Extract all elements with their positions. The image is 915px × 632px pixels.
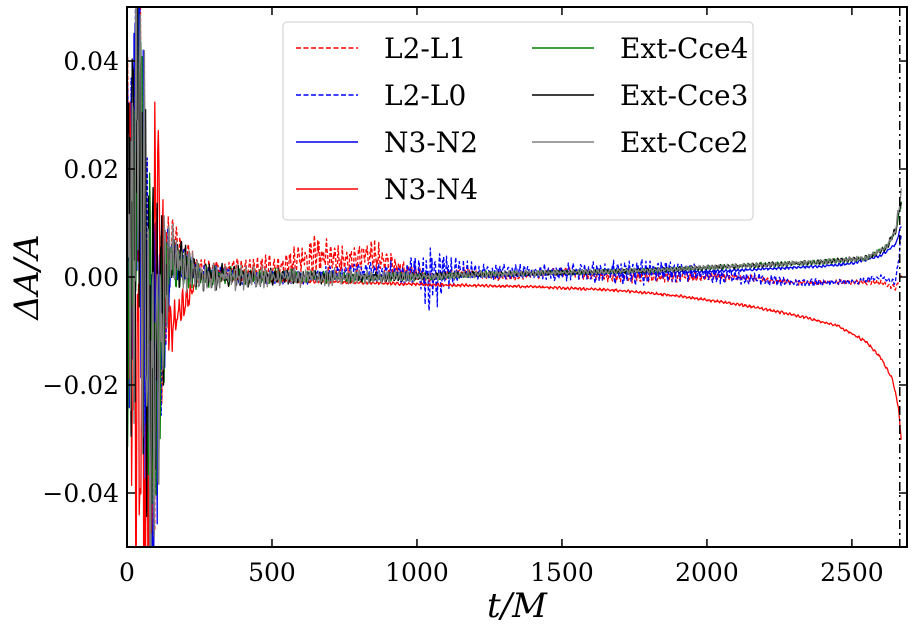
y-tick-label: 0.00 [63,263,119,292]
series-line-ext-cce2 [127,7,902,547]
x-tick-label: 2500 [820,558,884,587]
legend-box [282,21,754,221]
y-tick-label: 0.02 [63,155,119,184]
legend-label: Ext-Cce2 [620,126,748,159]
x-tick-label: 1000 [385,558,449,587]
y-axis-title: ΔA/A [7,234,47,321]
series-layer [127,7,902,547]
legend-label: Ext-Cce4 [620,32,748,65]
x-tick-label: 2000 [675,558,739,587]
legend: L2-L1 L2-L0 N3-N2 N3-N4 Ext-Cce4 Ext-Cce3 Ext-… [282,21,754,221]
x-axis-title: t/M [487,586,548,626]
x-tick-label: 500 [248,558,296,587]
y-tick-label: −0.04 [42,479,119,508]
legend-label: N3-N4 [384,173,478,206]
y-tick-label: 0.04 [63,47,119,76]
legend-label: L2-L1 [384,32,466,65]
axis-ticks: 0 500 1000 1500 2000 2500 −0.04 −0.02 0.00 0.02 0.… [42,7,907,587]
y-tick-label: −0.02 [42,371,119,400]
legend-label: Ext-Cce3 [620,79,748,112]
legend-label: L2-L0 [384,79,466,112]
x-tick-label: 1500 [530,558,594,587]
x-tick-label: 0 [119,558,135,587]
legend-label: N3-N2 [384,126,478,159]
